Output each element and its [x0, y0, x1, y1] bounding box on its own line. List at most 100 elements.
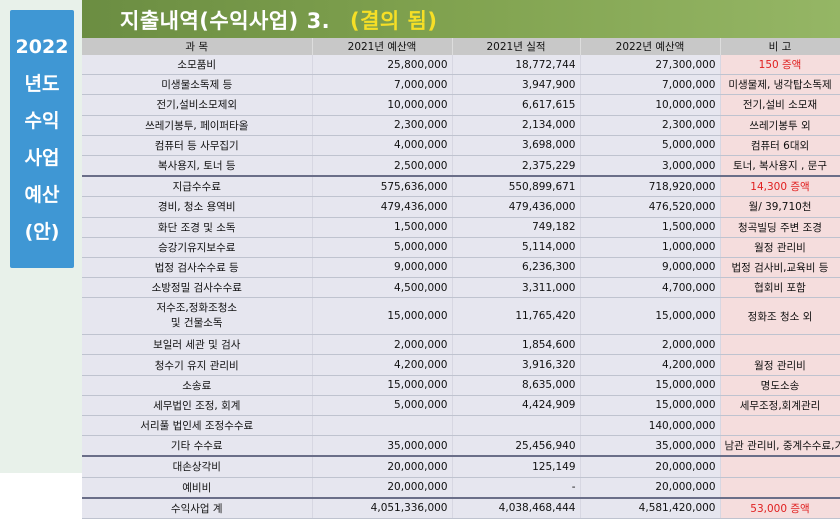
budget-2022-cell: 718,920,000: [580, 175, 721, 198]
header-item: 과 목: [82, 38, 313, 55]
budget-2022-cell: 7,000,000: [580, 74, 721, 96]
remark-cell: 협회비 포함: [720, 277, 840, 299]
table-row: 승강기유지보수료 5,000,000 5,114,000 1,000,000 월…: [82, 237, 840, 258]
table-row: 화단 조경 및 소독 1,500,000 749,182 1,500,000 청…: [82, 217, 840, 238]
table-row: 소모품비 25,800,000 18,772,744 27,300,000 15…: [82, 55, 840, 76]
actual-2021-cell: 3,311,000: [452, 277, 581, 299]
budget-2022-cell: 9,000,000: [580, 257, 721, 279]
total-budget-2022-cell: 4,581,420,000: [580, 496, 721, 519]
remark-cell: 14,300 증액: [720, 175, 840, 198]
item-line: 저수조,정화조청소: [156, 302, 238, 315]
table-row: 대손상각비 20,000,000 125,149 20,000,000: [82, 455, 840, 478]
remark-cell: 150 증액: [720, 55, 840, 76]
actual-2021-cell: 749,182: [452, 217, 581, 238]
budget-2021-cell: 9,000,000: [312, 257, 453, 279]
header-budget-2021: 2021년 예산액: [312, 38, 453, 55]
remark-cell: 미생물제, 냉각탑소독제: [720, 74, 840, 96]
item-cell: 대손상각비: [82, 455, 313, 478]
budget-2021-cell: 5,000,000: [312, 395, 453, 417]
title-main: 지출내역(수익사업) 3.: [120, 9, 331, 33]
actual-2021-cell: [452, 415, 581, 437]
table-row: 미생물소독제 등 7,000,000 3,947,900 7,000,000 미…: [82, 74, 840, 96]
table-header-row: 과 목 2021년 예산액 2021년 실적 2022년 예산액 비 고: [82, 38, 840, 55]
item-cell: 지급수수료: [82, 175, 313, 198]
table-row: 경비, 청소 용역비 479,436,000 479,436,000 476,5…: [82, 196, 840, 218]
budget-2021-cell: 575,636,000: [312, 175, 453, 198]
total-actual-2021-cell: 4,038,468,444: [452, 496, 581, 519]
budget-2021-cell: 15,000,000: [312, 297, 453, 336]
item-cell: 전기,설비소모제외: [82, 94, 313, 116]
item-cell: 예비비: [82, 477, 313, 499]
budget-2022-cell: 4,200,000: [580, 354, 721, 376]
item-cell: 법정 검사수수료 등: [82, 257, 313, 279]
remark-cell: 월정 관리비: [720, 237, 840, 258]
item-cell: 청수기 유지 관리비: [82, 354, 313, 376]
table-row: 법정 검사수수료 등 9,000,000 6,236,300 9,000,000…: [82, 257, 840, 279]
actual-2021-cell: 479,436,000: [452, 196, 581, 218]
budget-2021-cell: 5,000,000: [312, 237, 453, 258]
sidebar-line: (안): [24, 221, 60, 243]
budget-2021-cell: 2,500,000: [312, 155, 453, 177]
actual-2021-cell: 3,916,320: [452, 354, 581, 376]
budget-2021-cell: 20,000,000: [312, 455, 453, 478]
actual-2021-cell: 1,854,600: [452, 334, 581, 356]
table-row: 보일러 세관 및 검사 2,000,000 1,854,600 2,000,00…: [82, 334, 840, 356]
total-remark-cell: 53,000 증액: [720, 496, 840, 519]
title-status: (결의 됨): [349, 9, 438, 33]
item-cell: 화단 조경 및 소독: [82, 217, 313, 238]
budget-2022-cell: 4,700,000: [580, 277, 721, 299]
item-cell: 쓰레기봉투, 페이퍼타올: [82, 115, 313, 136]
sidebar-line: 년도: [24, 73, 60, 95]
table-row: 전기,설비소모제외 10,000,000 6,617,615 10,000,00…: [82, 94, 840, 116]
budget-2021-cell: 4,200,000: [312, 354, 453, 376]
item-cell: 경비, 청소 용역비: [82, 196, 313, 218]
table-row: 지급수수료 575,636,000 550,899,671 718,920,00…: [82, 175, 840, 198]
actual-2021-cell: 6,617,615: [452, 94, 581, 116]
remark-cell: 정화조 청소 외: [720, 297, 840, 336]
budget-2021-cell: 2,000,000: [312, 334, 453, 356]
remark-cell: 전기,설비 소모재: [720, 94, 840, 116]
budget-2022-cell: 20,000,000: [580, 477, 721, 499]
remark-cell: 법정 검사비,교육비 등: [720, 257, 840, 279]
budget-2022-cell: 15,000,000: [580, 297, 721, 336]
budget-2021-cell: 4,000,000: [312, 135, 453, 156]
sidebar-title-panel: 2022 년도 수익 사업 예산 (안): [10, 10, 74, 268]
item-cell: 저수조,정화조청소 및 건물소독: [82, 297, 313, 336]
item-cell: 컴퓨터 등 사무집기: [82, 135, 313, 156]
budget-2021-cell: 4,500,000: [312, 277, 453, 299]
actual-2021-cell: 3,947,900: [452, 74, 581, 96]
budget-2022-cell: 140,000,000: [580, 415, 721, 437]
table-row: 서리풀 법인세 조정수수료 140,000,000: [82, 415, 840, 437]
table-row: 소송료 15,000,000 8,635,000 15,000,000 명도소송: [82, 375, 840, 396]
actual-2021-cell: 550,899,671: [452, 175, 581, 198]
table-row: 예비비 20,000,000 - 20,000,000: [82, 477, 840, 499]
item-cell: 서리풀 법인세 조정수수료: [82, 415, 313, 437]
total-row: 수익사업 계 4,051,336,000 4,038,468,444 4,581…: [82, 496, 840, 519]
budget-2022-cell: 476,520,000: [580, 196, 721, 218]
remark-cell: 컴퓨터 6대외: [720, 135, 840, 156]
header-remark: 비 고: [720, 38, 840, 55]
actual-2021-cell: 4,424,909: [452, 395, 581, 417]
table-row: 쓰레기봉투, 페이퍼타올 2,300,000 2,134,000 2,300,0…: [82, 115, 840, 136]
remark-cell: [720, 415, 840, 437]
remark-cell: [720, 334, 840, 356]
title-bar: 지출내역(수익사업) 3. (결의 됨): [82, 0, 840, 38]
budget-2021-cell: [312, 415, 453, 437]
actual-2021-cell: 5,114,000: [452, 237, 581, 258]
remark-cell: 세무조정,회계관리: [720, 395, 840, 417]
sidebar-line: 사업: [24, 147, 60, 169]
budget-2022-cell: 3,000,000: [580, 155, 721, 177]
actual-2021-cell: 25,456,940: [452, 435, 581, 457]
remark-cell: 쓰레기봉투 외: [720, 115, 840, 136]
budget-2021-cell: 1,500,000: [312, 217, 453, 238]
budget-2021-cell: 15,000,000: [312, 375, 453, 396]
item-line: 및 건물소독: [170, 317, 223, 330]
actual-2021-cell: 8,635,000: [452, 375, 581, 396]
sidebar: 2022 년도 수익 사업 예산 (안): [0, 0, 82, 473]
actual-2021-cell: 3,698,000: [452, 135, 581, 156]
budget-2022-cell: 5,000,000: [580, 135, 721, 156]
item-cell: 미생물소독제 등: [82, 74, 313, 96]
item-cell: 세무법인 조정, 회계: [82, 395, 313, 417]
header-budget-2022: 2022년 예산액: [580, 38, 721, 55]
sidebar-line: 2022: [15, 36, 69, 58]
